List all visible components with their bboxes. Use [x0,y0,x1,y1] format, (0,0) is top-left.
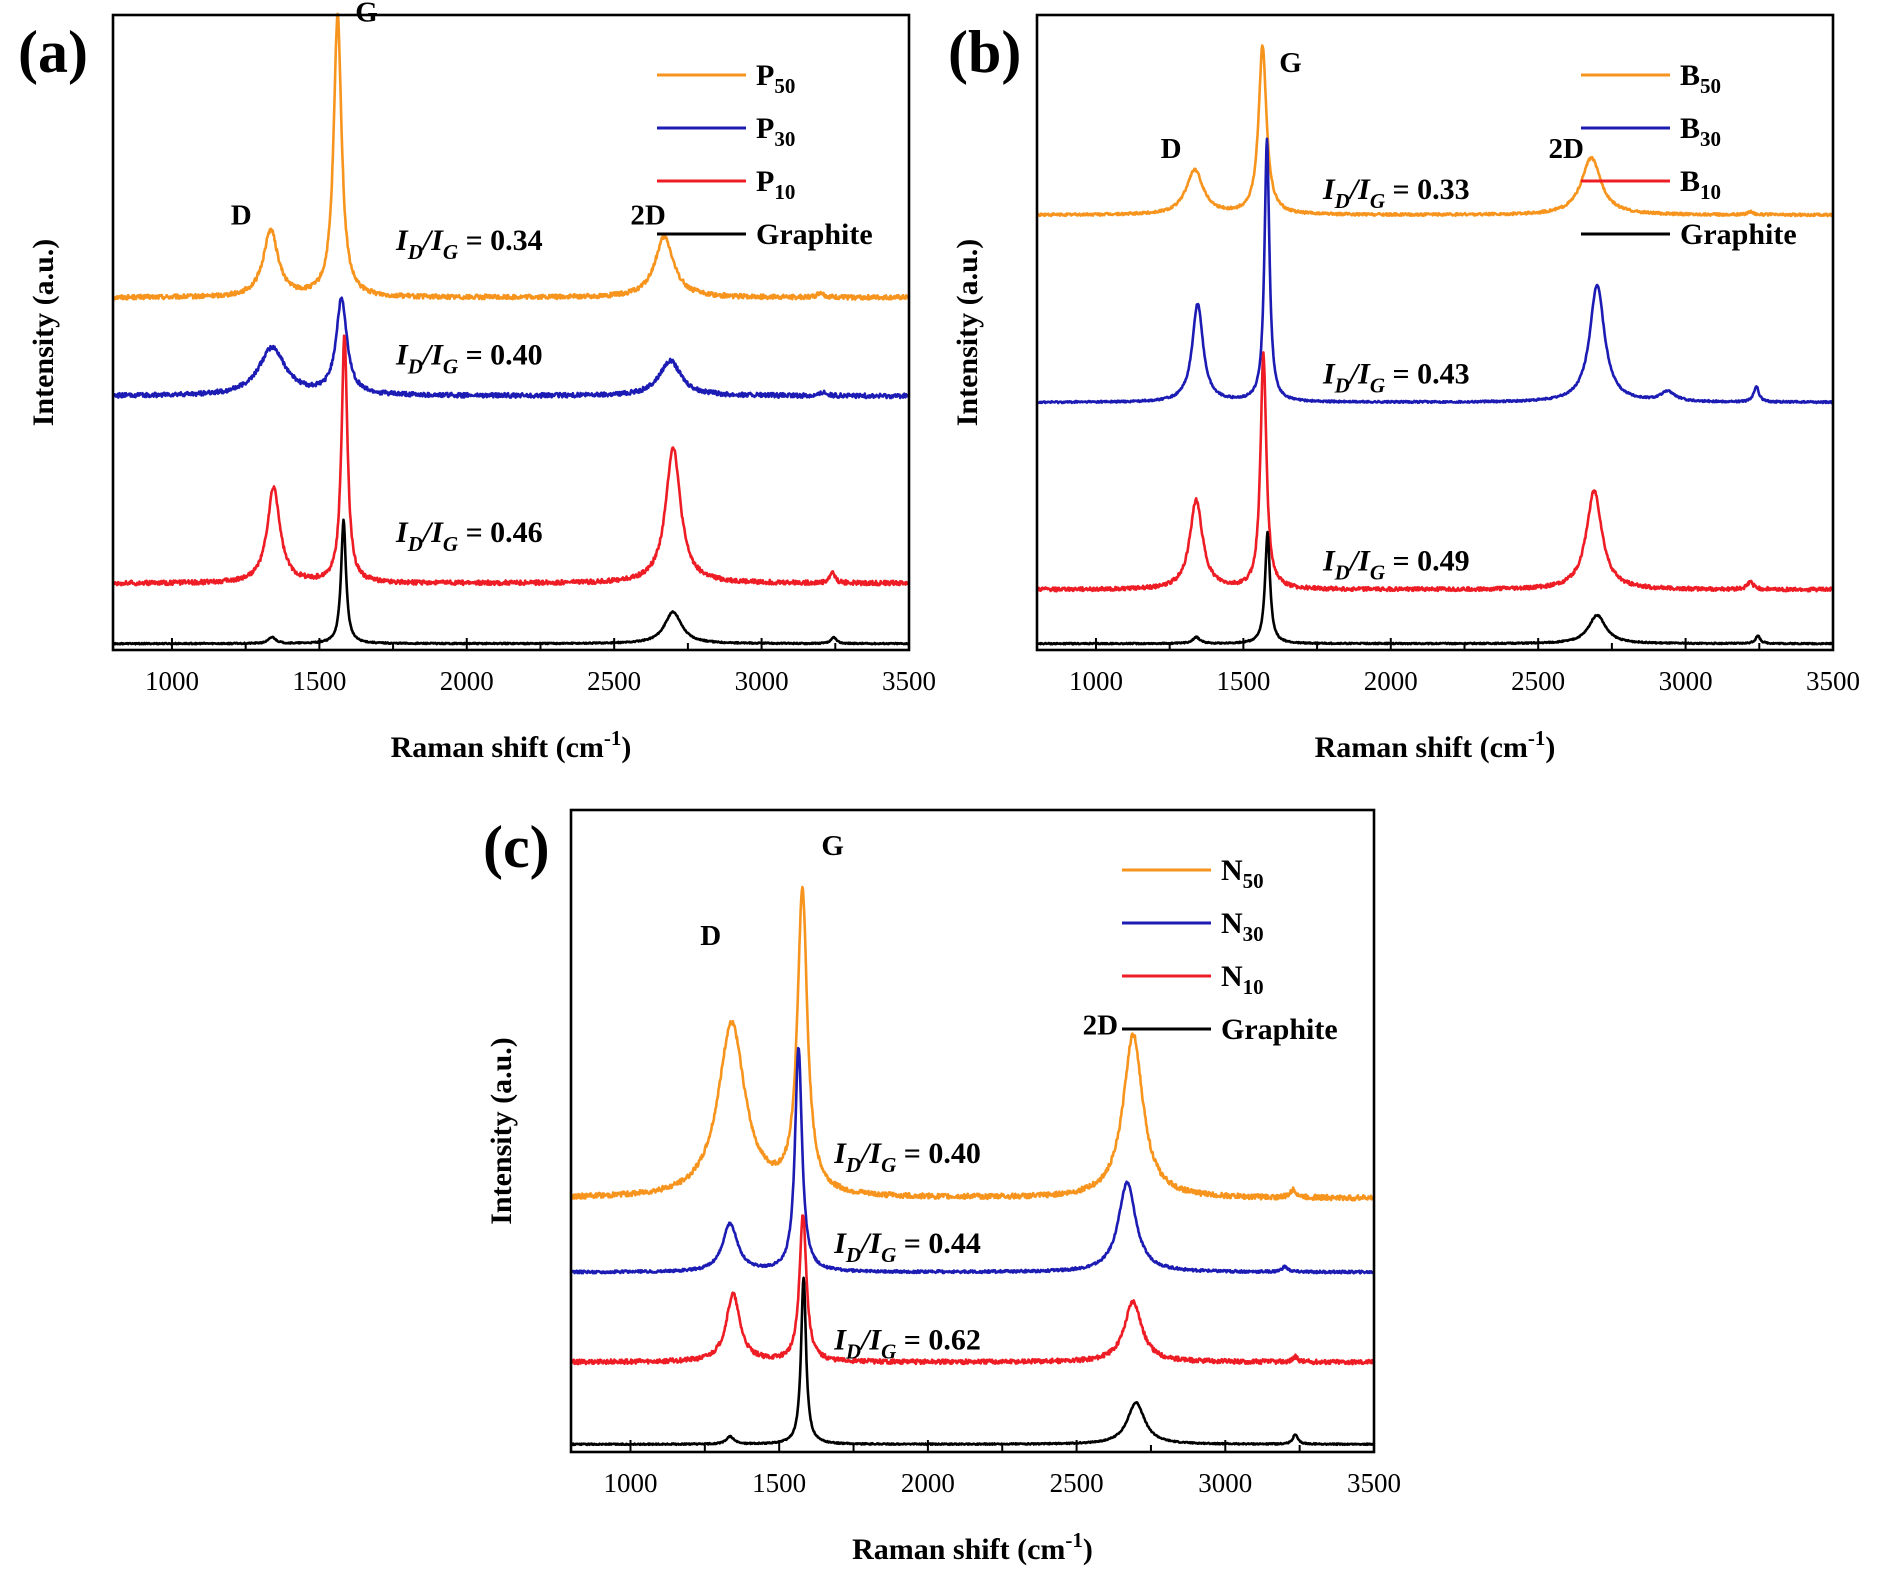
panel-label: (b) [948,19,1021,85]
legend-entry: Graphite [1680,218,1797,251]
series-line-b30 [1036,137,1835,405]
series-line-b50 [1035,44,1835,218]
x-tick-label: 2000 [901,1468,955,1498]
x-tick-label: 3500 [1347,1468,1401,1498]
peak-label: G [821,830,844,862]
x-axis-title: Raman shift (cm-1) [1315,726,1556,764]
peak-label: 2D [1548,133,1583,165]
id-ig-ratio: ID/IG = 0.40 [833,1137,981,1177]
x-tick-label: 1500 [292,666,346,696]
peak-label: D [1161,133,1182,165]
series-line-graphite [570,1276,1375,1447]
x-tick-label: 1000 [1069,666,1123,696]
series-line-n30 [569,1046,1375,1275]
legend-entry: Graphite [1221,1013,1338,1046]
x-tick-label: 2000 [440,666,494,696]
panel-b: 1000 1500 2000 2500 3000 3500 Raman shift (cm-… [948,13,1860,764]
panel-c: 1000 1500 2000 2500 3000 3500 Raman shift (cm-… [483,808,1401,1566]
plot-frame [111,13,911,652]
x-tick-label: 1500 [1216,666,1270,696]
series-line-n10 [570,1214,1376,1366]
id-ig-ratio: ID/IG = 0.44 [833,1227,981,1267]
id-ig-ratio: ID/IG = 0.43 [1322,357,1470,397]
y-axis-title: Intensity (a.u.) [27,239,60,427]
id-ig-ratio: ID/IG = 0.46 [395,516,543,556]
plot-frame [569,808,1376,1454]
x-tick-label: 3500 [1806,666,1860,696]
legend-entry: N50 [1221,854,1264,893]
x-tick-label: 2500 [587,666,641,696]
legend-entry: Graphite [756,218,873,251]
legend-entry: B50 [1680,59,1721,98]
series-line-p50 [111,12,911,301]
peak-label: D [700,920,721,952]
peak-label: G [355,0,378,28]
x-axis-title: Raman shift (cm-1) [391,726,632,764]
x-tick-label: 3500 [882,666,936,696]
x-tick-label: 3000 [1659,666,1713,696]
x-axis-title: Raman shift (cm-1) [852,1528,1093,1566]
x-tick-label: 2000 [1364,666,1418,696]
panel-label: (c) [483,814,550,880]
id-ig-ratio: ID/IG = 0.62 [833,1323,981,1363]
legend-entry: N10 [1221,960,1264,999]
legend-entry: B10 [1680,165,1721,204]
x-tick-label: 1000 [603,1468,657,1498]
id-ig-ratio: ID/IG = 0.49 [1322,545,1470,585]
series-line-p10 [112,334,910,587]
id-ig-ratio: ID/IG = 0.40 [395,338,543,378]
legend-entry: P10 [756,165,795,204]
x-tick-label: 1500 [752,1468,806,1498]
legend-entry: B30 [1680,112,1721,151]
series-line-b10 [1035,351,1835,593]
peak-label: G [1279,47,1302,79]
panel-a: 1000 1500 2000 2500 3000 3500 Raman shift (cm-… [18,0,936,764]
peak-label: D [231,200,252,232]
series-line-p30 [111,296,910,400]
id-ig-ratio: ID/IG = 0.33 [1322,173,1470,213]
x-tick-label: 3000 [735,666,789,696]
peak-label: 2D [1083,1010,1118,1042]
id-ig-ratio: ID/IG = 0.34 [395,224,543,264]
legend-entry: P30 [756,112,795,151]
panel-label: (a) [18,19,88,85]
legend-entry: P50 [756,59,795,98]
x-tick-label: 2500 [1050,1468,1104,1498]
series-line-n50 [570,885,1375,1202]
peak-label: 2D [630,200,665,232]
x-tick-label: 1000 [145,666,199,696]
plot-frame [1035,13,1835,652]
y-axis-title: Intensity (a.u.) [485,1037,518,1225]
legend-entry: N30 [1221,907,1264,946]
x-tick-label: 2500 [1511,666,1565,696]
x-tick-label: 3000 [1198,1468,1252,1498]
y-axis-title: Intensity (a.u.) [951,239,984,427]
